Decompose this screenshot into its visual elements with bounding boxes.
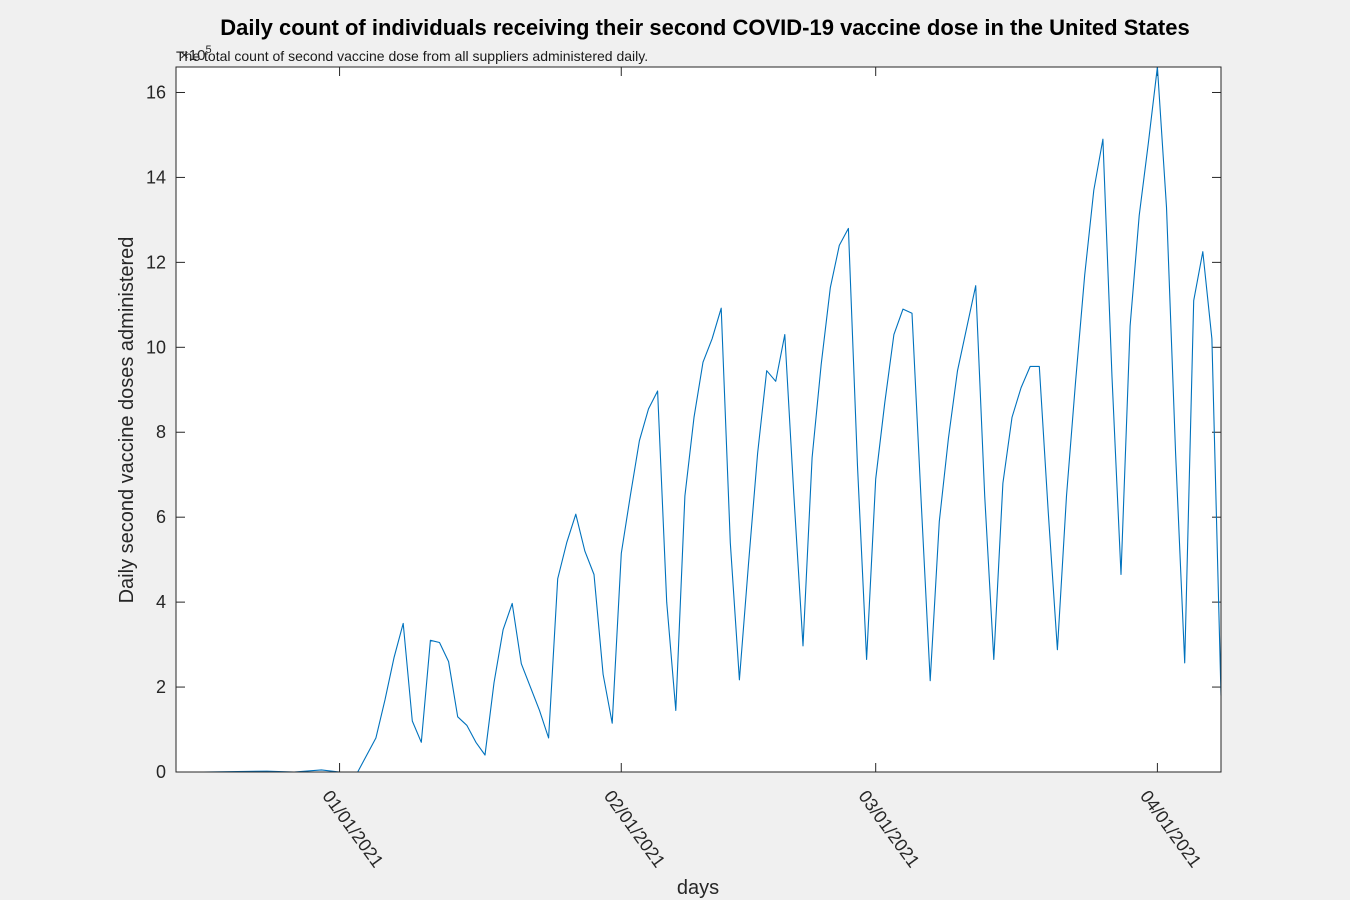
x-tick-label: 02/01/2021 <box>600 787 669 872</box>
y-exponent-power: 5 <box>205 44 211 56</box>
plot-area <box>176 67 1221 772</box>
y-tick-label: 12 <box>146 252 166 272</box>
x-tick-label: 03/01/2021 <box>854 787 923 872</box>
x-tick-label: 04/01/2021 <box>1136 787 1205 872</box>
y-tick-label: 6 <box>156 507 166 527</box>
y-exponent-base: ×10 <box>180 47 205 64</box>
plot-box <box>175 66 1222 773</box>
y-tick-label: 4 <box>156 592 166 612</box>
series-line-second-doses <box>176 66 1222 773</box>
y-tick-label: 16 <box>146 82 166 102</box>
x-tick-label: 01/01/2021 <box>318 787 387 872</box>
y-axis-label: Daily second vaccine doses administered <box>116 237 138 604</box>
chart-subtitle: The total count of second vaccine dose f… <box>176 48 648 64</box>
y-tick-label: 8 <box>156 422 166 442</box>
y-tick-label: 2 <box>156 677 166 697</box>
x-axis-label: days <box>677 877 719 899</box>
y-exponent-label: ×105 <box>180 44 212 64</box>
y-tick-label: 10 <box>146 337 166 357</box>
y-tick-label: 0 <box>156 762 166 782</box>
chart-title: Daily count of individuals receiving the… <box>220 15 1189 40</box>
y-tick-label: 14 <box>146 167 166 187</box>
